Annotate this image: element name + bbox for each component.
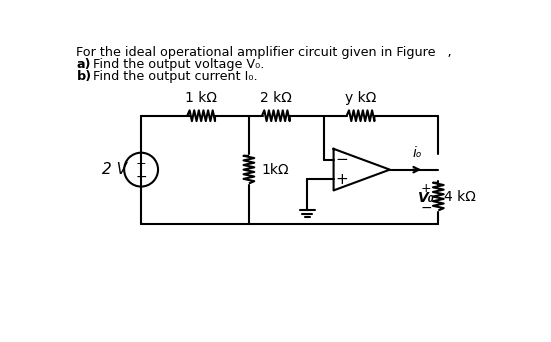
Text: 1 kΩ: 1 kΩ	[185, 91, 217, 105]
Text: 2 kΩ: 2 kΩ	[260, 91, 292, 105]
Text: For the ideal operational amplifier circuit given in Figure   ,: For the ideal operational amplifier circ…	[77, 46, 452, 59]
Text: 1kΩ: 1kΩ	[261, 163, 289, 176]
Text: −: −	[420, 201, 432, 215]
Text: 2 V: 2 V	[101, 162, 127, 177]
Text: +: +	[420, 182, 431, 195]
Text: a): a)	[77, 58, 91, 71]
Text: b): b)	[77, 69, 91, 82]
Text: y kΩ: y kΩ	[345, 91, 376, 105]
Text: +: +	[336, 172, 348, 187]
Text: +: +	[136, 157, 147, 170]
Text: −: −	[336, 152, 348, 167]
Text: V₀: V₀	[418, 191, 434, 205]
Text: 4 kΩ: 4 kΩ	[444, 189, 476, 203]
Text: Find the output current I₀.: Find the output current I₀.	[89, 69, 257, 82]
Text: iₒ: iₒ	[412, 146, 422, 160]
Text: Find the output voltage V₀.: Find the output voltage V₀.	[89, 58, 264, 71]
Text: −: −	[136, 170, 147, 184]
